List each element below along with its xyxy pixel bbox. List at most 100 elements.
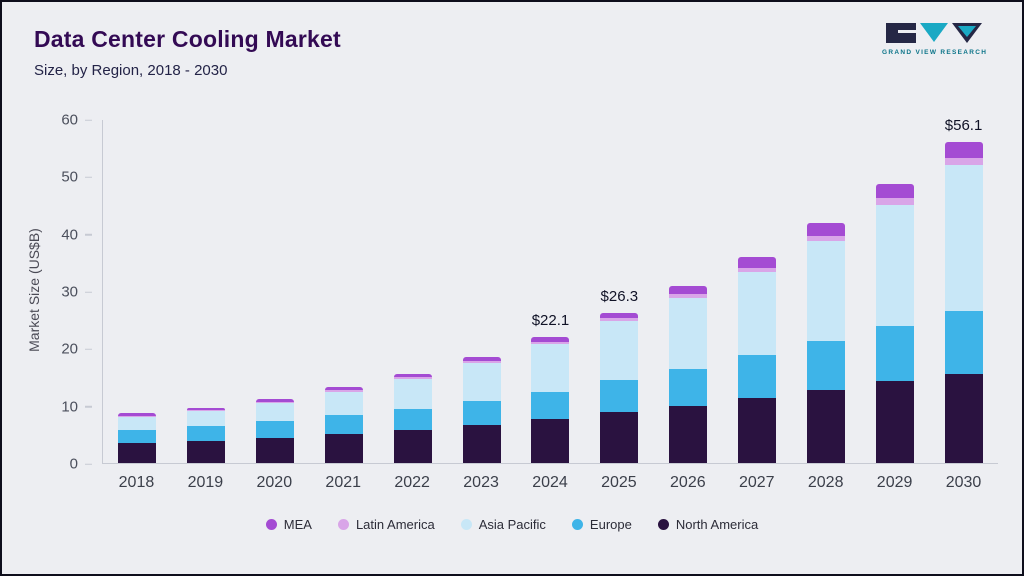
segment-mea (806, 222, 845, 236)
segment-asia-pacific (806, 240, 845, 341)
segment-europe (531, 391, 570, 419)
x-label-2020: 2020 (256, 474, 293, 491)
stacked-bar (393, 120, 432, 463)
segment-latin-america (187, 409, 226, 411)
grand-view-research-logo: GRAND VIEW RESEARCH (882, 22, 986, 56)
value-label-2024: $22.1 (531, 311, 570, 329)
y-tick-mark (85, 348, 92, 351)
bar-2022 (379, 120, 447, 463)
segment-north-america (806, 389, 845, 463)
legend-label: Asia Pacific (478, 517, 546, 532)
segment-latin-america (462, 360, 501, 363)
bar-2021 (310, 120, 378, 463)
segment-mea (738, 257, 777, 268)
x-label-2025: 2025 (601, 474, 637, 491)
segment-latin-america (875, 198, 914, 205)
segment-latin-america (944, 157, 983, 166)
bar-2020 (241, 120, 309, 463)
segment-mea (600, 312, 639, 319)
y-tick-mark (85, 291, 92, 293)
stacked-bar (806, 120, 845, 463)
stacked-bar (118, 120, 157, 463)
segment-mea (462, 356, 501, 361)
legend-item-asia-pacific: Asia Pacific (460, 517, 546, 532)
segment-mea (187, 407, 226, 410)
plot-area: $22.1 $26.3 $56.1 (102, 117, 998, 464)
legend-dot-icon (460, 519, 472, 530)
y-tick-label: 30 (61, 283, 78, 301)
y-tick-mark (85, 119, 92, 121)
segment-mea (944, 142, 983, 158)
segment-asia-pacific (187, 411, 226, 426)
bar-2028 (792, 120, 860, 463)
segment-mea (256, 398, 295, 402)
chart-header: Data Center Cooling Market Size, by Regi… (34, 26, 341, 79)
legend-label: North America (675, 517, 759, 532)
bars-container: $22.1 $26.3 $56.1 (103, 117, 998, 463)
segment-europe (256, 421, 295, 438)
segment-latin-america (118, 415, 157, 417)
y-tick-label: 0 (69, 455, 78, 473)
legend-dot-icon (265, 519, 277, 530)
bar-2024: $22.1 (516, 120, 584, 463)
legend-item-latin-america: Latin America (337, 517, 435, 532)
segment-europe (738, 354, 777, 399)
bar-2029 (861, 120, 929, 463)
legend-item-mea: MEA (265, 517, 312, 532)
y-tick-mark (85, 233, 92, 236)
stacked-bar (875, 120, 914, 463)
bar-2030: $56.1 (930, 117, 998, 463)
y-tick-mark (85, 405, 92, 408)
segment-latin-america (738, 267, 777, 273)
stacked-bar (256, 120, 295, 463)
legend-dot-icon (657, 519, 669, 530)
segment-asia-pacific (738, 272, 777, 355)
x-label-2023: 2023 (463, 474, 499, 491)
legend-item-europe: Europe (571, 517, 632, 532)
segment-north-america (324, 434, 363, 463)
legend-label: Latin America (355, 517, 435, 532)
bar-2018 (103, 120, 171, 463)
y-tick-label: 60 (61, 111, 78, 129)
segment-latin-america (806, 235, 845, 241)
segment-latin-america (669, 294, 708, 298)
segment-europe (944, 310, 983, 374)
page-title: Data Center Cooling Market (34, 26, 341, 52)
stacked-bar (187, 120, 226, 463)
page-subtitle: Size, by Region, 2018 - 2030 (34, 62, 228, 79)
stacked-bar (944, 120, 983, 463)
legend-dot-icon (571, 519, 583, 530)
segment-north-america (393, 429, 432, 463)
x-label-2022: 2022 (394, 474, 430, 491)
y-tick-label: 10 (61, 398, 78, 416)
stacked-bar (738, 120, 777, 463)
segment-north-america (738, 398, 777, 463)
x-label-2019: 2019 (187, 474, 224, 491)
chart-legend: MEA Latin America Asia Pacific Europe North … (2, 517, 1022, 532)
logo-mark-icon (886, 23, 982, 43)
segment-europe (187, 425, 226, 441)
segment-asia-pacific (600, 321, 639, 380)
segment-asia-pacific (875, 204, 914, 326)
x-axis-labels: 2018 2019 2020 2021 2022 2023 2024 2025 2026 2027… (102, 474, 998, 492)
segment-asia-pacific (324, 392, 363, 415)
segment-latin-america (600, 318, 639, 322)
segment-latin-america (324, 390, 363, 393)
segment-latin-america (256, 401, 295, 403)
segment-north-america (531, 418, 570, 463)
x-label-2021: 2021 (325, 474, 362, 491)
segment-asia-pacific (118, 416, 157, 430)
bar-2027 (723, 120, 791, 463)
segment-europe (324, 415, 363, 435)
bar-2019 (172, 120, 240, 463)
bar-2023 (448, 120, 516, 463)
segment-mea (393, 373, 432, 378)
segment-asia-pacific (462, 362, 501, 401)
segment-north-america (462, 425, 501, 463)
legend-dot-icon (337, 519, 349, 530)
segment-mea (531, 336, 570, 342)
legend-item-north-america: North America (657, 517, 759, 532)
segment-asia-pacific (256, 403, 295, 422)
segment-north-america (187, 440, 226, 463)
segment-europe (600, 379, 639, 412)
